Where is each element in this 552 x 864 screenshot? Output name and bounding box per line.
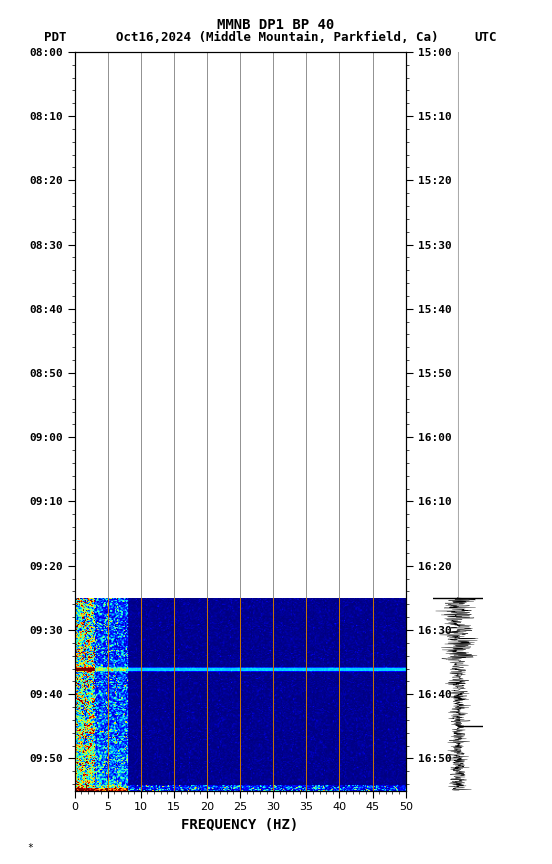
Text: PDT: PDT [44,31,67,44]
Text: Oct16,2024 (Middle Mountain, Parkfield, Ca): Oct16,2024 (Middle Mountain, Parkfield, … [116,31,438,44]
Text: *: * [28,843,34,853]
X-axis label: FREQUENCY (HZ): FREQUENCY (HZ) [182,818,299,832]
Text: MMNB DP1 BP 40: MMNB DP1 BP 40 [217,17,335,31]
Text: UTC: UTC [475,31,497,44]
